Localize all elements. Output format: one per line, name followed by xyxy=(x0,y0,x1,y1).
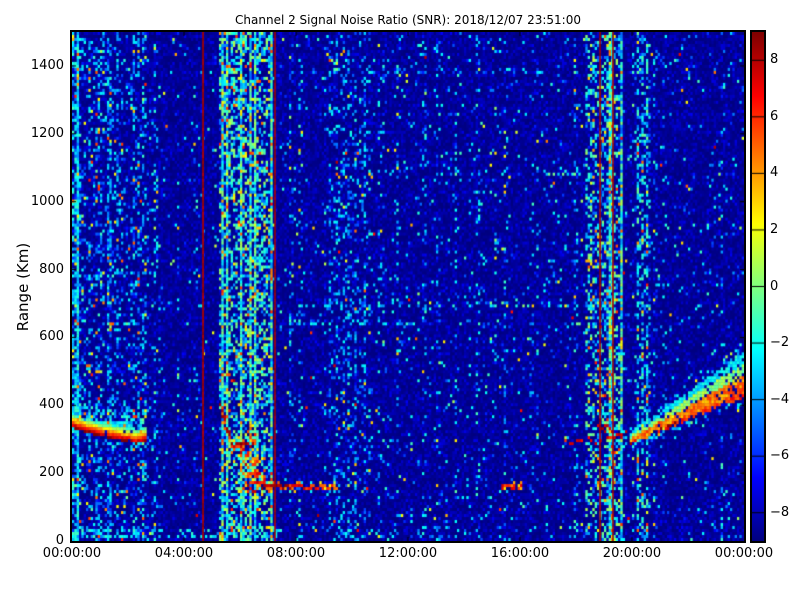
colorbar-tick-label: −6 xyxy=(770,448,790,464)
y-tick-label: 1200 xyxy=(30,125,64,141)
y-tick-label: 600 xyxy=(39,329,64,345)
chart-title: Channel 2 Signal Noise Ratio (SNR): 2018… xyxy=(235,13,581,27)
y-tick-label: 1400 xyxy=(30,57,64,73)
colorbar-tick-label: 8 xyxy=(770,52,779,68)
x-tick-label: 08:00:00 xyxy=(266,546,326,561)
colorbar-tick-label: −2 xyxy=(770,335,790,351)
y-tick-label: 800 xyxy=(39,261,64,277)
colorbar-tick-label: −4 xyxy=(770,391,790,407)
colorbar xyxy=(750,30,766,543)
x-tick-label: 04:00:00 xyxy=(154,546,214,561)
y-tick-label: 0 xyxy=(55,533,64,548)
colorbar-tick-label: 6 xyxy=(770,108,779,124)
colorbar-tick-label: −8 xyxy=(770,504,790,520)
colorbar-canvas xyxy=(752,32,764,541)
colorbar-tick-label: 4 xyxy=(770,165,779,181)
x-tick-label: 12:00:00 xyxy=(378,546,438,561)
plot-area xyxy=(70,30,746,543)
colorbar-tick-label: 2 xyxy=(770,221,779,237)
colorbar-tick-label: 0 xyxy=(770,278,779,294)
x-tick-label: 00:00:00 xyxy=(714,546,774,561)
x-tick-label: 16:00:00 xyxy=(490,546,550,561)
y-tick-label: 400 xyxy=(39,397,64,413)
x-tick-label: 00:00:00 xyxy=(42,546,102,561)
x-tick-label: 20:00:00 xyxy=(602,546,662,561)
y-tick-label: 1000 xyxy=(30,193,64,209)
y-tick-label: 200 xyxy=(39,465,64,481)
heatmap-canvas xyxy=(72,32,744,541)
